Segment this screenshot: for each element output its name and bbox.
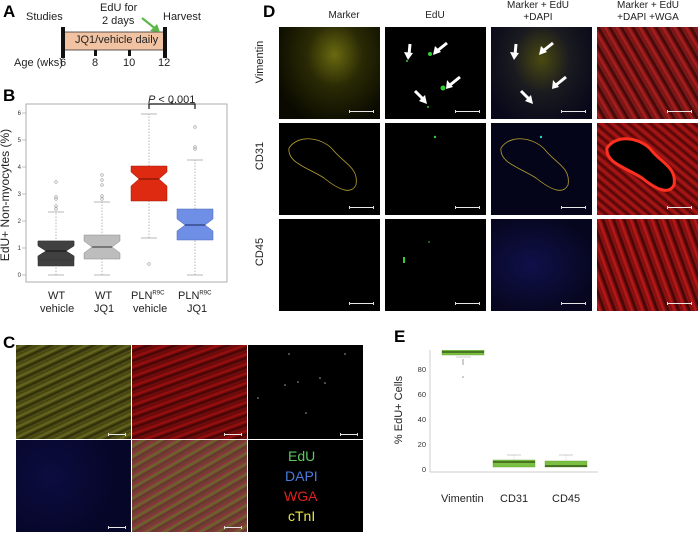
box-wt-jq1 [83,173,121,276]
scale-bar [224,526,242,529]
svg-text:2: 2 [18,219,22,225]
svg-text:60: 60 [418,390,426,399]
panel-letter-e: E [394,327,406,346]
micrograph-cd45-merge-dapi [491,219,592,311]
y-axis-ticks: 0 20 40 60 80 100 [418,365,426,474]
green-arrow-icon [141,17,160,32]
age-tick-8: 8 [92,57,99,69]
micrograph-dapi [16,440,131,532]
significance-bracket [148,101,196,109]
micrograph-cd45-merge-wga [597,219,698,311]
svg-text:5: 5 [18,138,22,144]
tick-8 [94,50,97,56]
svg-text:0: 0 [18,273,22,279]
micrograph-edu [248,345,363,439]
y-axis-label: EdU+ Non-myocytes (%) [0,129,12,261]
row-label-cd31: CD31 [254,141,266,171]
age-tick-6: 6 [60,57,67,69]
legend-dapi: DAPI [285,468,318,484]
x-label-4-line1: PLNR9C [178,290,212,302]
age-tick-10: 10 [123,57,136,69]
y-axis-label: % EdU+ Cells [393,375,405,444]
col-header-marker: Marker [328,10,360,21]
edu-label-line2: 2 days [102,15,135,27]
x-label-cd45: CD45 [552,493,581,505]
micrograph-vimentin-marker [279,27,380,119]
micrograph-cd31-merge-dapi [491,123,592,215]
x-label-vimentin: Vimentin [441,493,484,505]
micrograph-cd31-marker [279,123,380,215]
box-cd45 [544,454,588,468]
x-label-2-line2: JQ1 [94,303,115,315]
pvalue-annotation: P < 0.001 [148,94,196,106]
micrograph-cd45-marker [279,219,380,311]
micrograph-ctni [16,345,131,439]
micrograph-cd31-merge-wga [597,123,698,215]
age-label: Age (wks) [14,57,63,69]
svg-text:4: 4 [18,165,22,171]
micrograph-vimentin-merge-wga [597,27,698,119]
x-label-4-line2: JQ1 [187,303,208,315]
tick-start [61,27,65,58]
svg-text:80: 80 [418,365,426,374]
micrograph-merged [132,440,247,532]
scale-bar [224,433,242,436]
x-label-3-line2: vehicle [133,303,168,315]
box-pln-jq1 [176,125,214,276]
x-label-2-line1: WT [95,290,113,302]
x-label-1-line1: WT [48,290,66,302]
legend-ctni: cTnI [288,508,316,524]
arrow-icons [404,41,461,104]
arrows-overlay [404,41,461,108]
col-header-merge-dapi-line1: Marker + EdU [507,0,569,11]
legend-edu: EdU [288,448,316,464]
panel-letter-a: A [3,2,16,21]
age-tick-12: 12 [158,57,171,69]
boxplot-b: 0 1 2 3 4 5 6 EdU+ Non-myocytes (%) [0,101,228,283]
channel-legend: EdU DAPI WGA cTnI [248,440,363,532]
svg-text:1: 1 [18,246,22,252]
legend-wga: WGA [284,488,318,504]
scale-bar [340,433,358,436]
svg-text:40: 40 [418,415,426,424]
micrograph-cd45-edu [385,219,486,311]
x-label-cd31: CD31 [500,493,529,505]
micrograph-wga [132,345,247,439]
harvest-label: Harvest [163,11,201,23]
x-label-1-line2: vehicle [40,303,75,315]
studies-label: Studies [26,11,63,23]
scale-bar [108,526,126,529]
row-label-cd45: CD45 [254,237,266,267]
col-header-edu: EdU [425,10,445,21]
panel-letter-d: D [263,2,276,21]
svg-text:0: 0 [422,465,426,474]
x-label-3-line1: PLNR9C [131,290,165,302]
svg-text:3: 3 [18,192,22,198]
box-vimentin [441,350,485,378]
timeline-diagram [61,17,167,58]
box-cd31 [492,454,536,468]
micrograph-vimentin-edu [385,27,486,119]
y-axis-ticks: 0 1 2 3 4 5 6 [18,111,26,279]
scale-bar [108,433,126,436]
tick-10 [128,50,131,56]
col-header-merge-dapi-line2: +DAPI [523,12,553,23]
row-label-vimentin: Vimentin [254,40,266,84]
panel-letter-c: C [3,333,16,352]
panel-letter-b: B [3,86,16,105]
col-header-merge-wga-line2: +DAPI +WGA [617,12,679,23]
boxplot-e: 0 20 40 60 80 100 % EdU+ Cells [393,350,598,474]
box-pln-vehicle [130,113,168,266]
tick-end [163,27,167,58]
plot-frame [25,103,228,283]
treatment-bar-label: JQ1/vehicle daily [75,34,159,46]
col-header-merge-wga-line1: Marker + EdU [617,0,679,11]
box-wt-vehicle [37,180,75,276]
svg-text:20: 20 [418,440,426,449]
micrograph-cd31-edu [385,123,486,215]
edu-label-line1: EdU for [100,2,138,14]
micrograph-vimentin-merge-dapi [491,27,592,119]
svg-text:6: 6 [18,111,22,117]
